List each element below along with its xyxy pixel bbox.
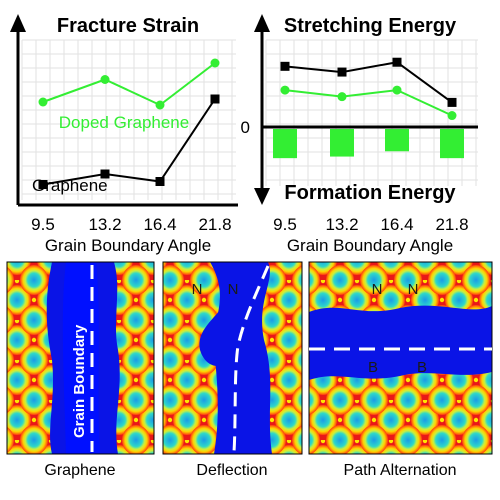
data-point [280,85,290,95]
x-axis-label: Grain Boundary Angle [45,236,211,255]
fracture-strain-chart: Fracture Strain Doped Graphene Graphene 9… [10,14,238,255]
x-tick-label: 13.2 [325,215,358,234]
chart-title-top: Stretching Energy [284,15,457,37]
panel-graphene: Grain Boundary Graphene [6,261,155,479]
chart-marks: Doped Graphene Graphene [32,58,220,195]
data-point [337,67,347,77]
data-point [155,177,165,186]
series-line [42,62,216,107]
panel-caption: Path Alternation [344,462,457,479]
data-point [210,58,220,68]
data-point [38,97,48,107]
chart-marks [273,57,464,159]
grain-boundary-label: Grain Boundary [71,324,88,438]
bar [330,129,354,157]
panel-caption: Deflection [196,462,267,479]
data-point [392,85,402,95]
series-line [284,89,453,117]
data-point [447,97,457,107]
data-point [337,92,347,102]
series-label: Graphene [32,176,108,195]
x-axis-label: Grain Boundary Angle [287,236,453,255]
series-line [284,61,453,104]
chart-grid [21,39,236,200]
x-tick-label: 21.8 [435,215,468,234]
atom-label-n: N [192,281,203,298]
x-tick-label: 9.5 [273,215,297,234]
data-point [392,57,402,67]
data-point [155,100,165,110]
data-point [210,94,220,104]
series-label: Doped Graphene [59,113,189,132]
chart-grid [265,39,478,186]
x-tick-label: 9.5 [31,215,55,234]
data-point [100,75,110,84]
y-axis-arrow-up [254,14,270,32]
data-point [38,180,48,189]
data-point [447,111,457,121]
x-tick-labels: 9.5 13.2 16.4 21.8 [273,215,468,234]
data-point [100,169,110,179]
panel-deflection: N N Deflection [162,261,303,479]
atom-label-b: B [368,359,378,376]
x-tick-labels: 9.5 13.2 16.4 21.8 [31,215,231,234]
energy-chart: Stretching Energy Formation Energy 0 9.5… [241,14,478,255]
atom-label-n: N [228,281,239,298]
panel-path-alternation: N N B B Path Alternation [308,261,493,479]
y-axis-arrow-down [254,188,270,205]
data-point [280,61,290,71]
series-line [42,98,216,186]
deflected-boundary-line [232,265,270,453]
x-tick-label: 16.4 [380,215,413,234]
y-axis-arrow [10,14,26,32]
chart-title: Fracture Strain [57,15,199,37]
x-tick-label: 13.2 [88,215,121,234]
bar [273,129,297,159]
atom-label-b: B [417,359,427,376]
bar [440,129,464,159]
atom-label-n: N [408,281,419,298]
x-tick-label: 16.4 [143,215,176,234]
chart-title-bottom: Formation Energy [284,182,456,204]
bar [385,129,409,152]
atom-label-n: N [372,281,383,298]
zero-label: 0 [241,118,250,137]
x-tick-label: 21.8 [198,215,231,234]
panel-caption: Graphene [44,462,115,479]
